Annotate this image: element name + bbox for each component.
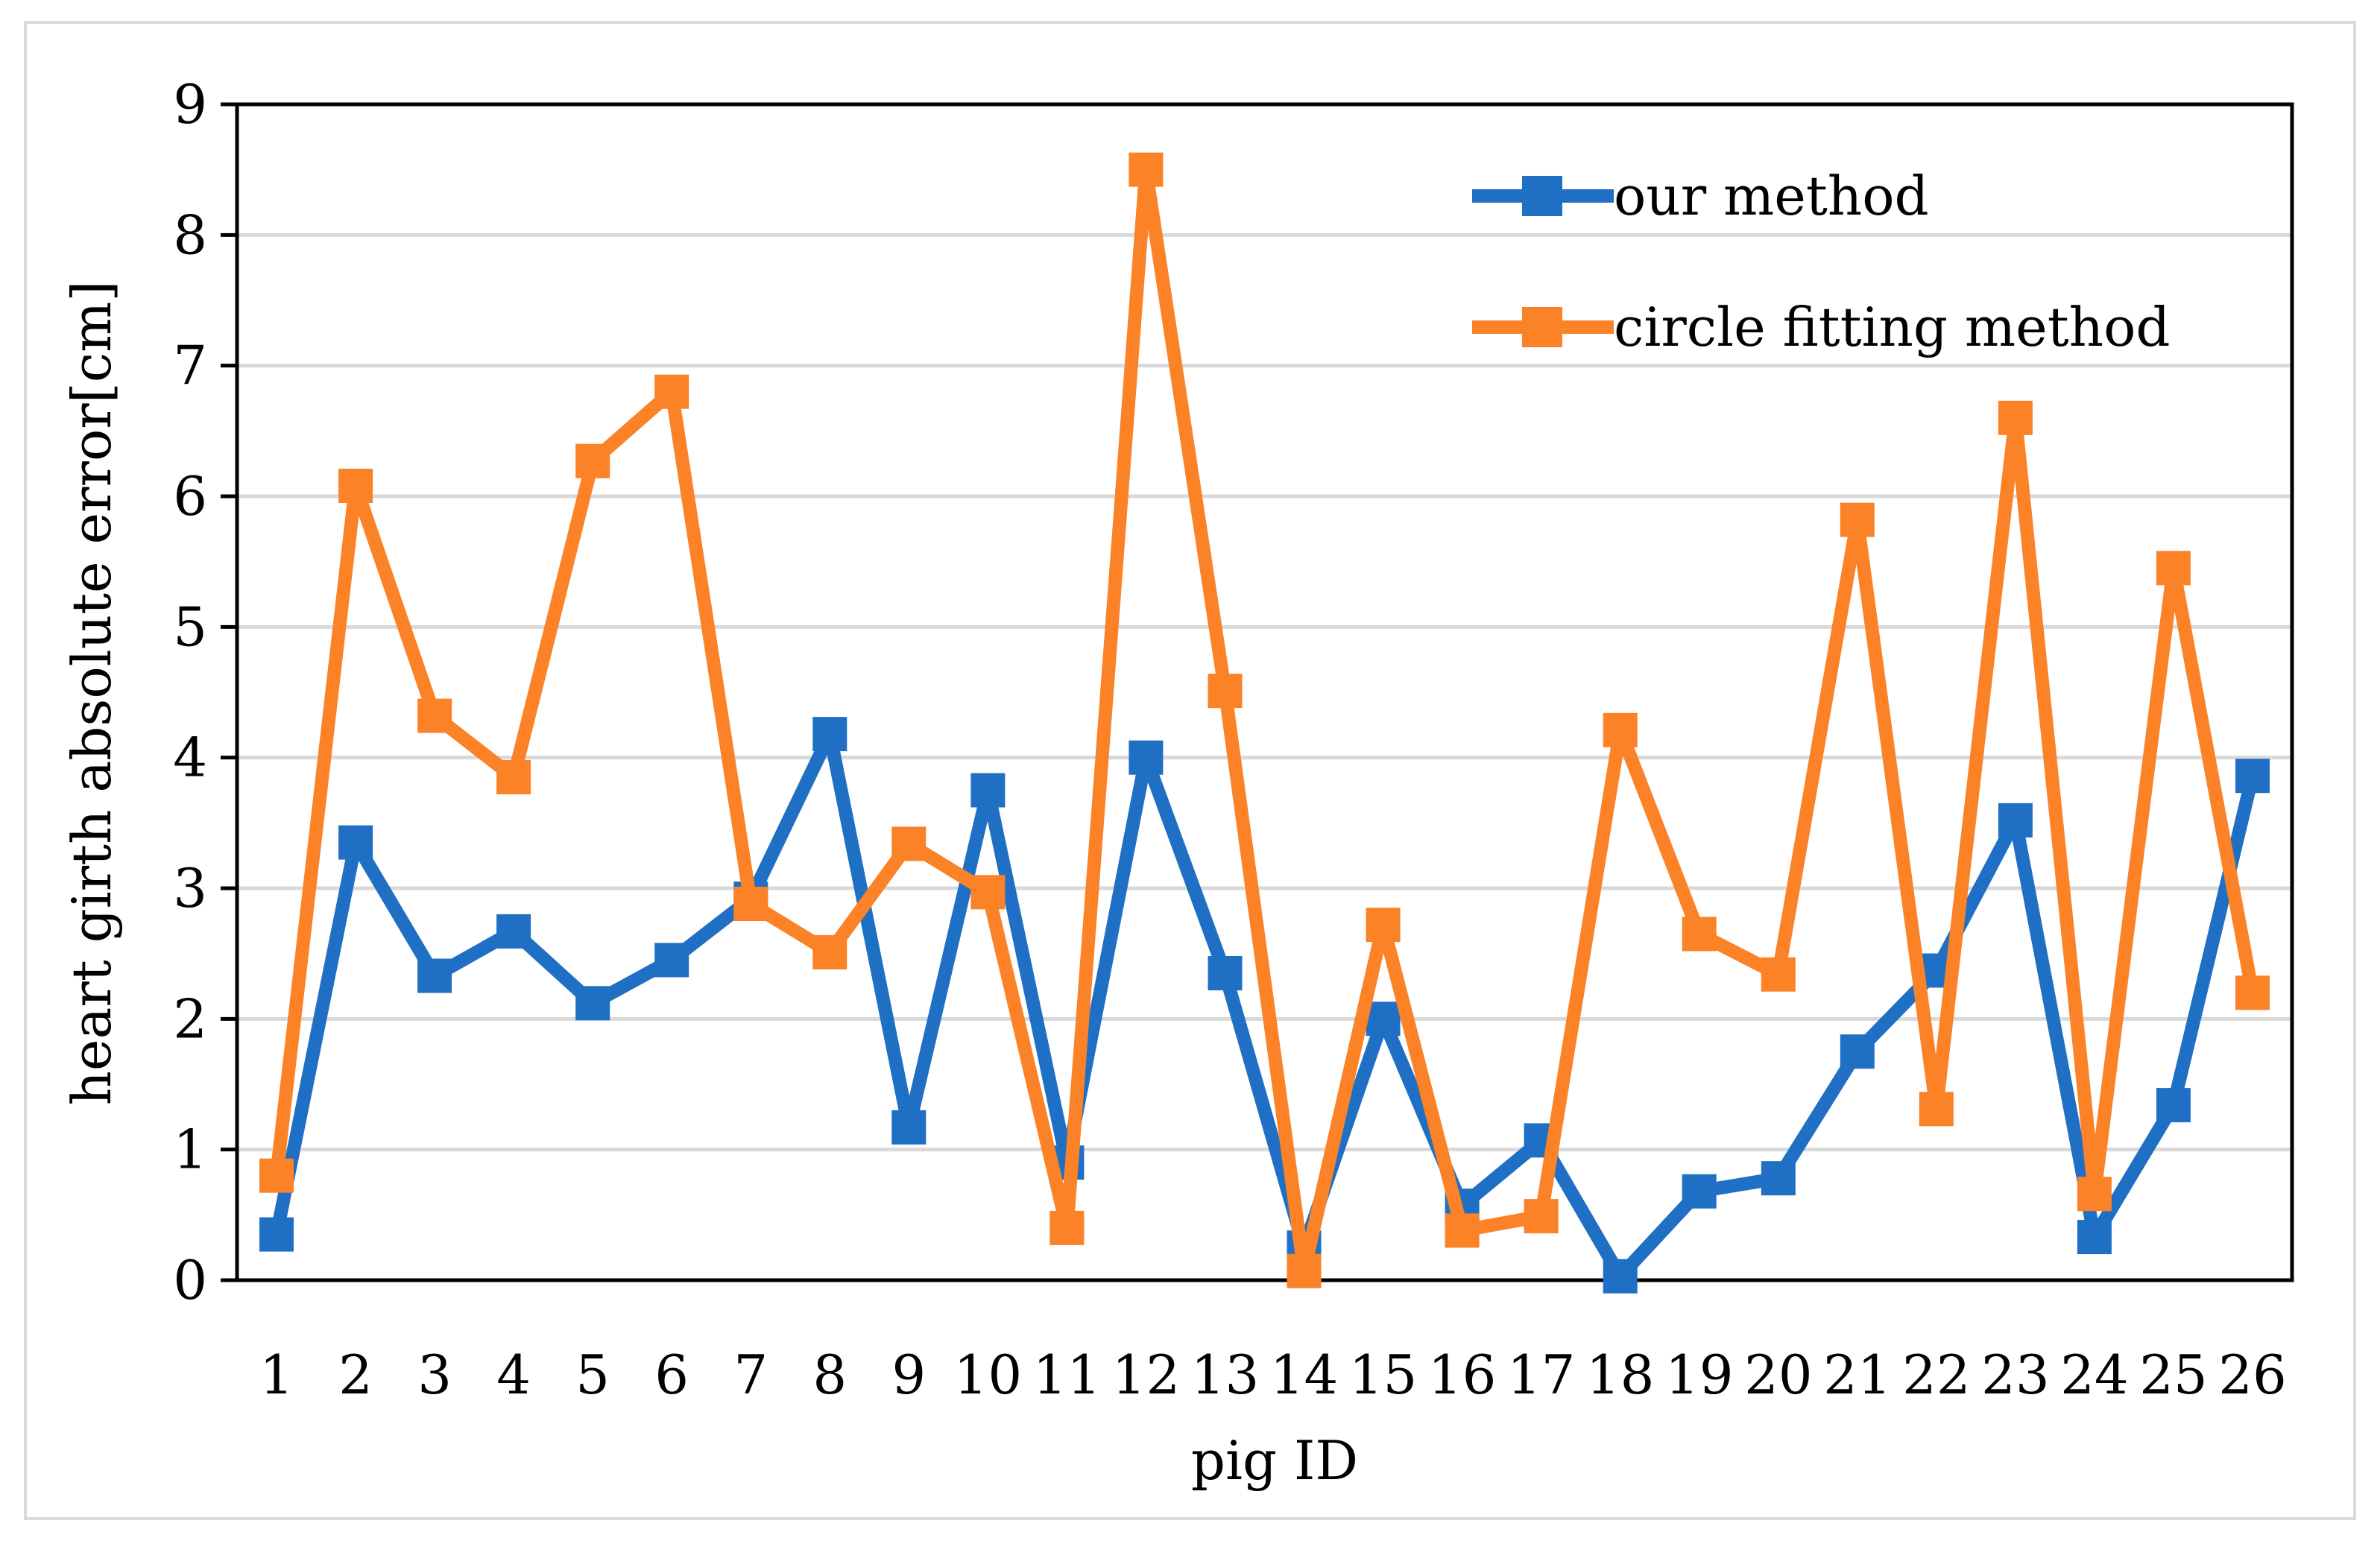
x-tick-label: 20 — [1744, 1344, 1813, 1406]
data-point — [496, 760, 531, 794]
x-tick-label: 13 — [1191, 1344, 1260, 1406]
x-tick-label: 6 — [654, 1344, 689, 1406]
data-point — [1998, 803, 2033, 838]
data-point — [2156, 1088, 2191, 1123]
legend: our method circle fitting method — [1472, 165, 2171, 358]
data-point — [2077, 1177, 2112, 1212]
y-tick-label: 6 — [173, 465, 207, 528]
data-point — [575, 443, 610, 478]
data-point — [338, 825, 373, 860]
data-point — [1287, 1253, 1322, 1288]
x-tick-label: 8 — [812, 1344, 847, 1406]
x-tick-label: 16 — [1428, 1344, 1497, 1406]
data-point — [2156, 551, 2191, 586]
x-tick-label: 23 — [1981, 1344, 2050, 1406]
data-point — [1761, 1161, 1796, 1196]
x-tick-label: 5 — [575, 1344, 610, 1406]
data-point — [2235, 975, 2270, 1010]
data-point — [259, 1158, 294, 1193]
data-point — [654, 943, 689, 978]
y-tick-label: 0 — [173, 1249, 207, 1311]
legend-entry-our-method: our method — [1472, 165, 1929, 227]
x-tick-label: 25 — [2139, 1344, 2208, 1406]
x-tick-label: 14 — [1270, 1344, 1339, 1406]
data-point — [1129, 152, 1164, 187]
x-tick-label: 9 — [891, 1344, 926, 1406]
data-point — [1840, 502, 1875, 537]
data-point — [575, 986, 610, 1021]
x-tick-label: 7 — [733, 1344, 768, 1406]
legend-entry-circle-fitting-method: circle fitting method — [1472, 296, 2171, 358]
data-point — [1208, 956, 1243, 990]
x-tick-label: 19 — [1665, 1344, 1734, 1406]
data-point — [654, 374, 689, 409]
data-point — [970, 875, 1006, 910]
y-tick-label: 9 — [173, 73, 207, 136]
y-axis-label: heart girth absolute error[cm] — [60, 281, 123, 1106]
x-tick-label: 2 — [338, 1344, 373, 1406]
x-tick-label: 12 — [1112, 1344, 1181, 1406]
data-point — [417, 698, 452, 733]
legend-label-circle-fitting-method: circle fitting method — [1614, 296, 2171, 358]
plot-area-border — [235, 102, 2294, 1282]
data-point — [891, 1110, 927, 1145]
data-point — [1445, 1213, 1480, 1248]
data-point — [1129, 740, 1164, 775]
data-point — [338, 469, 373, 503]
data-point — [1049, 1210, 1085, 1245]
x-axis-label: pig ID — [1191, 1429, 1358, 1492]
data-point — [496, 914, 531, 949]
data-point — [259, 1217, 294, 1252]
x-tick-label: 10 — [954, 1344, 1023, 1406]
y-tick-label: 5 — [173, 595, 207, 658]
data-point — [1208, 674, 1243, 709]
y-tick-label: 8 — [173, 203, 207, 266]
data-point — [1603, 1259, 1638, 1294]
data-point — [1761, 957, 1796, 992]
y-axis: 0 1 2 3 4 5 6 7 8 9 — [173, 73, 237, 1311]
series-circle-fitting-method — [259, 152, 2270, 1288]
legend-marker-circle-fitting-method — [1522, 307, 1562, 347]
data-point — [2235, 759, 2270, 794]
data-point — [1840, 1034, 1875, 1069]
data-point — [812, 717, 847, 752]
y-tick-label: 7 — [173, 335, 207, 397]
data-point — [1919, 1092, 1954, 1127]
data-point — [2077, 1220, 2112, 1255]
data-point — [1603, 712, 1638, 747]
series-group — [259, 152, 2270, 1294]
x-tick-label: 4 — [496, 1344, 531, 1406]
data-point — [1366, 908, 1401, 943]
y-tick-label: 1 — [173, 1118, 207, 1181]
x-tick-label: 17 — [1507, 1344, 1576, 1406]
chart-frame — [24, 21, 2356, 1520]
x-tick-label: 11 — [1033, 1344, 1102, 1406]
x-tick-label: 22 — [1902, 1344, 1971, 1406]
x-tick-label: 1 — [259, 1344, 294, 1406]
data-point — [733, 887, 768, 921]
y-tick-label: 3 — [173, 857, 207, 920]
y-tick-label: 2 — [173, 987, 207, 1050]
x-tick-label: 15 — [1349, 1344, 1418, 1406]
x-tick-label: 26 — [2218, 1344, 2287, 1406]
x-tick-label: 3 — [417, 1344, 452, 1406]
data-point — [812, 934, 847, 969]
data-point — [1366, 1002, 1401, 1037]
data-point — [970, 773, 1006, 808]
data-point — [891, 826, 927, 861]
legend-label-our-method: our method — [1614, 165, 1929, 227]
data-point — [1998, 400, 2033, 435]
data-point — [1682, 1174, 1717, 1209]
data-point — [1682, 917, 1717, 952]
x-tick-label: 18 — [1586, 1344, 1655, 1406]
data-point — [417, 958, 452, 993]
y-tick-label: 4 — [173, 727, 207, 789]
legend-marker-our-method — [1522, 176, 1562, 216]
data-point — [1524, 1199, 1559, 1234]
x-tick-label: 24 — [2060, 1344, 2129, 1406]
x-axis: 1 2 3 4 5 6 7 8 9 10 11 12 13 14 15 16 17 18 19 20 21 22 23 24 2… — [259, 1344, 2287, 1406]
x-tick-label: 21 — [1823, 1344, 1892, 1406]
